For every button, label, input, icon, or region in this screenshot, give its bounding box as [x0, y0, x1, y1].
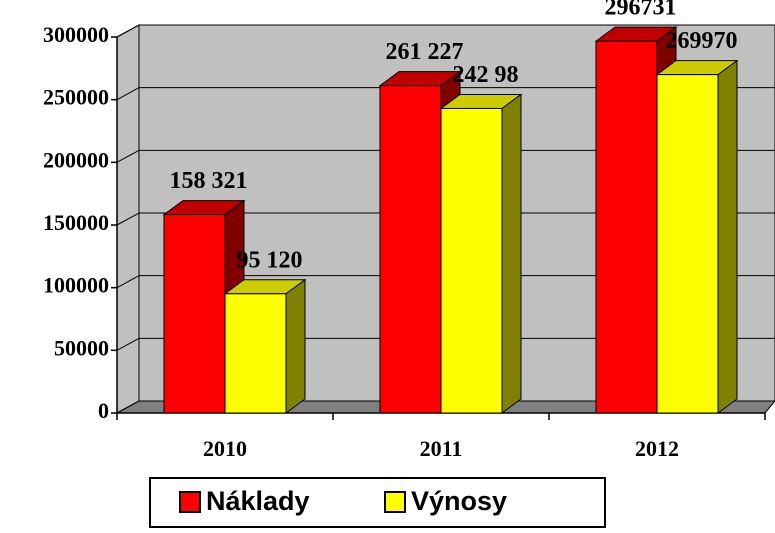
y-tick-label: 0	[98, 398, 109, 423]
grid-line	[116, 212, 775, 226]
y-tick-label: 100000	[43, 273, 109, 298]
bar	[595, 40, 658, 414]
grid-line	[116, 400, 775, 414]
grid-line	[116, 149, 775, 163]
bar-side	[717, 59, 738, 414]
y-tick-label: 50000	[54, 335, 109, 360]
grid-line	[116, 275, 775, 289]
grid-line	[116, 24, 775, 38]
data-label: 261 227	[386, 39, 464, 65]
bar	[224, 293, 287, 414]
y-tick-label: 300000	[43, 22, 109, 47]
y-tick-label: 150000	[43, 210, 109, 235]
grid-line	[116, 337, 775, 351]
bar	[656, 74, 719, 414]
legend-label: Výnosy	[411, 486, 507, 516]
x-tick-label: 2011	[420, 436, 463, 461]
data-label: 242 98	[453, 62, 519, 88]
grid-line	[116, 87, 775, 101]
x-tick-label: 2010	[203, 436, 247, 461]
bar	[163, 214, 226, 414]
y-tick-label: 200000	[43, 147, 109, 172]
bar-side	[285, 278, 306, 414]
bar	[379, 85, 442, 414]
legend-swatch	[179, 491, 201, 513]
data-label: 269970	[666, 28, 738, 54]
x-tick-label: 2012	[635, 436, 679, 461]
legend	[149, 477, 606, 528]
data-label: 158 321	[170, 168, 248, 194]
data-label: 95 120	[237, 247, 303, 273]
bar-side	[501, 93, 522, 414]
legend-label: Náklady	[206, 486, 310, 516]
data-label: 296731	[605, 0, 677, 21]
legend-swatch	[384, 491, 406, 513]
bar	[440, 107, 503, 414]
y-tick-label: 250000	[43, 85, 109, 110]
